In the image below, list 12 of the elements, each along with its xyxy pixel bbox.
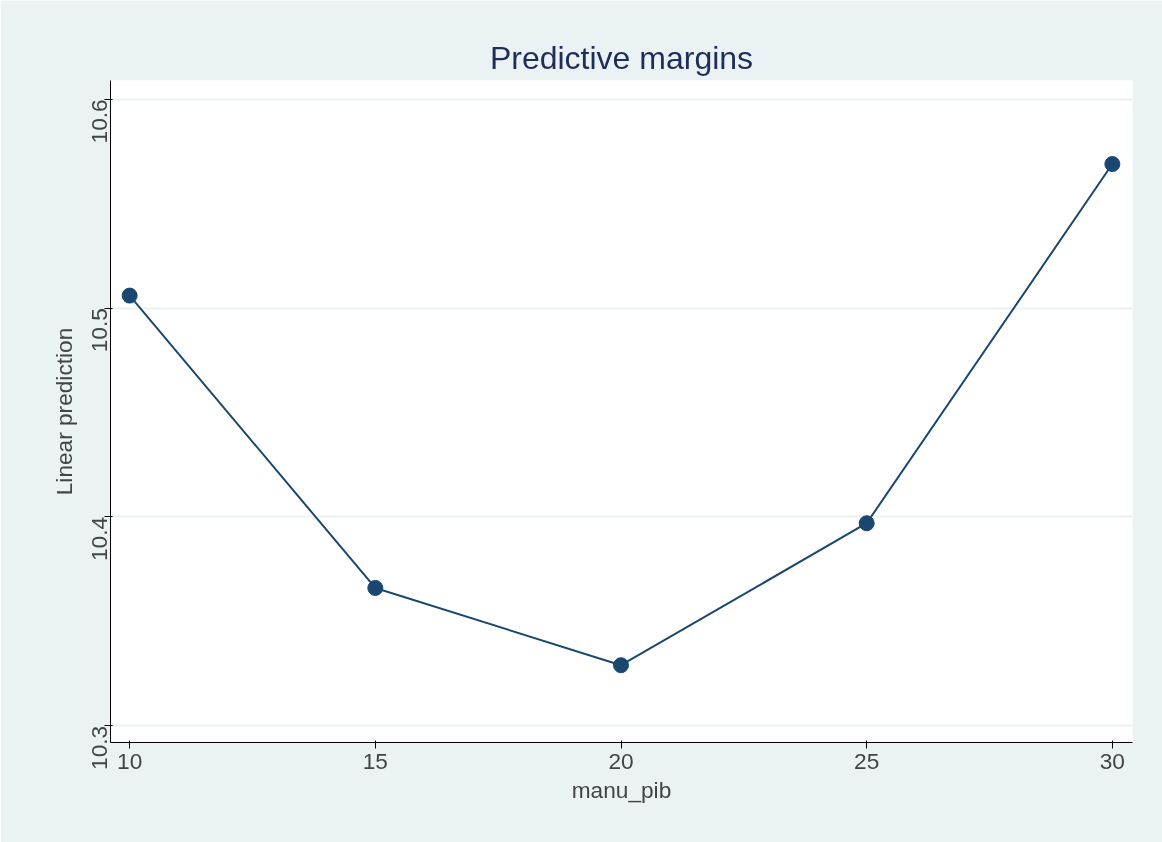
x-tick-label: 15 [362, 747, 388, 774]
y-tick-label: 10.6 [86, 99, 112, 144]
x-tick-label: 25 [854, 747, 880, 774]
y-tick-label: 10.4 [86, 516, 112, 562]
x-axis-title: manu_pib [571, 776, 672, 803]
y-axis-title: Linear prediction [50, 327, 77, 496]
x-tick-label: 20 [608, 747, 634, 774]
x-tick-label: 30 [1099, 747, 1125, 774]
y-tick-label: 10.3 [86, 725, 112, 770]
x-tick-label: 10 [117, 747, 143, 774]
chart-title: Predictive margins [489, 39, 754, 76]
y-tick-label: 10.5 [86, 308, 112, 353]
